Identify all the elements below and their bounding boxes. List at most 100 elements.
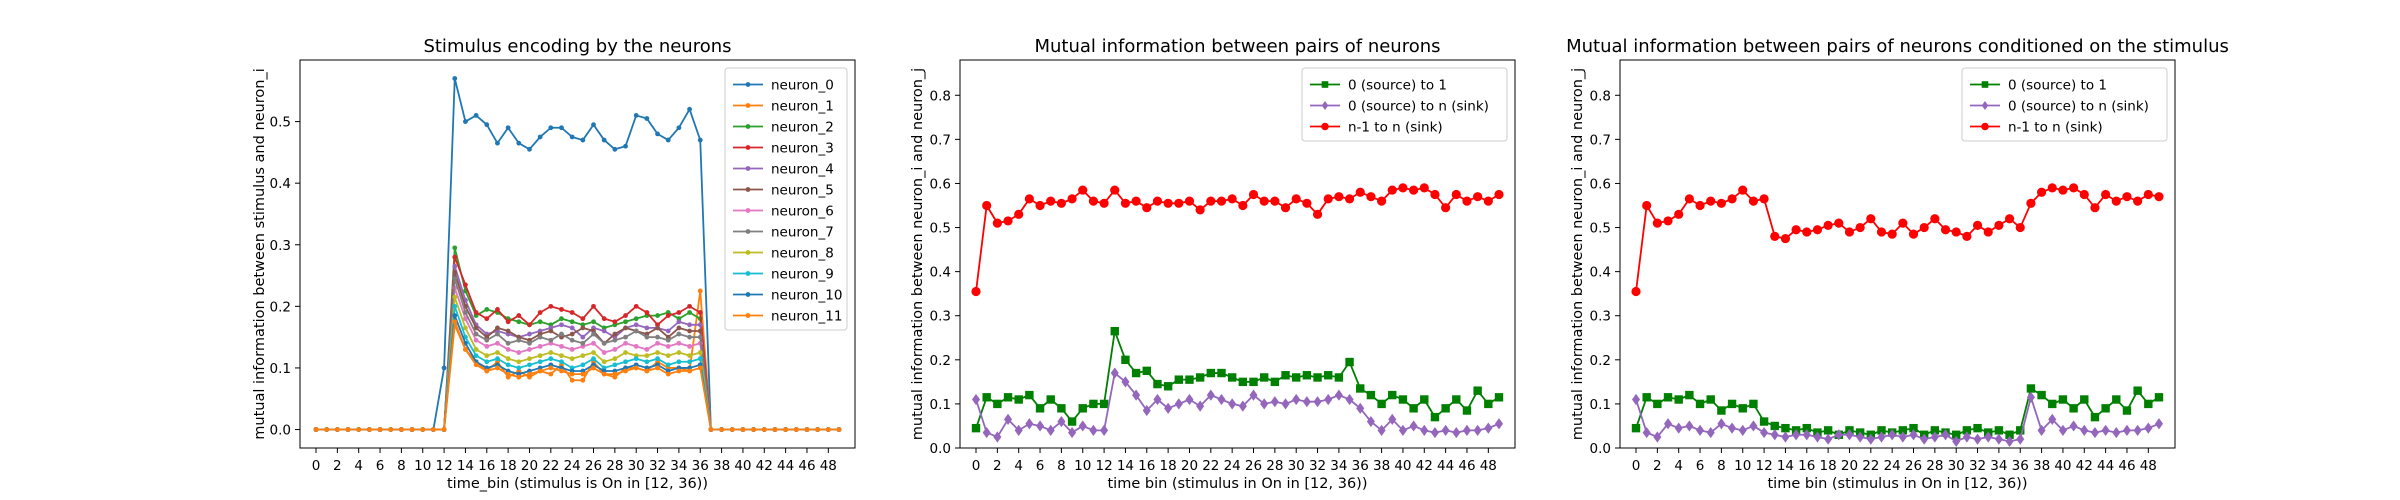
x-tick-label: 28 bbox=[1266, 458, 1283, 474]
data-point bbox=[591, 356, 596, 362]
data-point bbox=[537, 343, 543, 349]
data-point bbox=[2112, 395, 2121, 404]
data-point bbox=[452, 245, 458, 251]
data-point bbox=[569, 347, 575, 352]
data-point bbox=[463, 310, 468, 315]
data-point bbox=[569, 356, 575, 362]
data-point bbox=[505, 125, 511, 131]
data-point bbox=[612, 356, 618, 362]
data-point bbox=[745, 166, 751, 171]
data-point bbox=[804, 427, 810, 432]
x-axis-label: time bin (stimulus in On in [12, 36)) bbox=[1768, 476, 2028, 492]
data-point bbox=[1684, 194, 1694, 204]
data-point bbox=[452, 319, 458, 325]
data-point bbox=[1642, 426, 1651, 439]
plot-area: 0 2 4 6 8 10 12 14 16 18 20 22 24 26 28 30 32 34 36 38 40 42 4… bbox=[1590, 59, 2176, 474]
data-point bbox=[559, 359, 564, 365]
data-point bbox=[1324, 371, 1333, 380]
data-point bbox=[559, 307, 564, 312]
data-point bbox=[591, 303, 596, 309]
data-point bbox=[687, 303, 692, 309]
data-point bbox=[1025, 418, 1034, 430]
data-point bbox=[633, 328, 639, 334]
data-point bbox=[1185, 375, 1194, 384]
x-tick-label: 14 bbox=[1777, 458, 1794, 474]
data-point bbox=[559, 331, 564, 337]
data-point bbox=[2079, 189, 2089, 200]
data-point bbox=[591, 365, 596, 371]
data-point bbox=[644, 368, 650, 374]
data-point bbox=[1781, 423, 1790, 433]
data-point bbox=[527, 331, 532, 337]
data-point bbox=[473, 310, 479, 315]
x-tick-label: 28 bbox=[606, 458, 623, 474]
data-point bbox=[1791, 225, 1801, 235]
data-point bbox=[971, 393, 981, 406]
data-point bbox=[527, 371, 532, 377]
data-point bbox=[527, 347, 532, 352]
data-point bbox=[1321, 101, 1329, 110]
data-point bbox=[591, 319, 596, 325]
data-point bbox=[1196, 400, 1205, 412]
data-point bbox=[1067, 194, 1077, 204]
data-point bbox=[1321, 81, 1329, 88]
data-point bbox=[783, 427, 789, 432]
data-point bbox=[1089, 424, 1098, 436]
legend-label: neuron_11 bbox=[771, 309, 842, 325]
y-tick-label: 0.2 bbox=[930, 353, 951, 369]
data-point bbox=[1334, 192, 1344, 202]
data-point bbox=[484, 316, 490, 322]
data-point bbox=[612, 362, 618, 368]
data-point bbox=[655, 325, 660, 331]
x-tick-label: 22 bbox=[1202, 458, 1219, 474]
data-point bbox=[505, 328, 511, 334]
x-axis-label: time bin (stimulus in On in [12, 36)) bbox=[1108, 476, 1368, 492]
data-point bbox=[745, 187, 751, 192]
data-point bbox=[580, 353, 586, 359]
data-point bbox=[1908, 229, 1919, 239]
data-point bbox=[1452, 426, 1461, 439]
y-tick-label: 0.1 bbox=[930, 397, 951, 413]
data-point bbox=[1185, 393, 1194, 406]
data-point bbox=[1716, 198, 1726, 208]
y-tick-label: 0.8 bbox=[930, 88, 951, 104]
data-point bbox=[633, 322, 639, 328]
data-point bbox=[1930, 214, 1940, 224]
data-point bbox=[612, 331, 618, 337]
data-point bbox=[569, 134, 575, 140]
data-point bbox=[2101, 424, 2110, 436]
data-point bbox=[1823, 220, 1833, 230]
data-point bbox=[1994, 426, 2004, 435]
data-point bbox=[356, 427, 362, 432]
data-point bbox=[580, 137, 586, 143]
data-point bbox=[1770, 421, 1779, 431]
data-point bbox=[2048, 399, 2057, 409]
data-point bbox=[1174, 375, 1183, 384]
data-point bbox=[1653, 431, 1662, 443]
data-point bbox=[612, 146, 618, 152]
data-point bbox=[676, 310, 682, 315]
data-point bbox=[527, 340, 532, 346]
data-point bbox=[1898, 426, 1908, 435]
data-point bbox=[2026, 391, 2035, 403]
legend-label: neuron_8 bbox=[771, 246, 834, 262]
data-point bbox=[516, 374, 522, 380]
legend-item: neuron_10 bbox=[733, 288, 842, 304]
data-point bbox=[1717, 418, 1726, 430]
data-point bbox=[687, 106, 692, 112]
data-point bbox=[1877, 426, 1886, 435]
data-point bbox=[1217, 368, 1226, 378]
data-point bbox=[1430, 412, 1440, 422]
x-tick-label: 30 bbox=[628, 458, 645, 474]
data-point bbox=[1802, 423, 1811, 433]
legend-item: 0 (source) to n (sink) bbox=[1310, 99, 1489, 115]
data-point bbox=[697, 328, 703, 334]
data-point bbox=[2069, 404, 2078, 413]
data-point bbox=[516, 313, 522, 318]
legend-item: neuron_1 bbox=[733, 99, 834, 115]
x-tick-label: 6 bbox=[376, 458, 385, 474]
data-point bbox=[1420, 395, 1429, 404]
panel-conditional-mutual-information: Mutual information between pairs of neur… bbox=[1566, 36, 2229, 492]
series-markers bbox=[971, 326, 1504, 433]
data-point bbox=[633, 113, 639, 118]
